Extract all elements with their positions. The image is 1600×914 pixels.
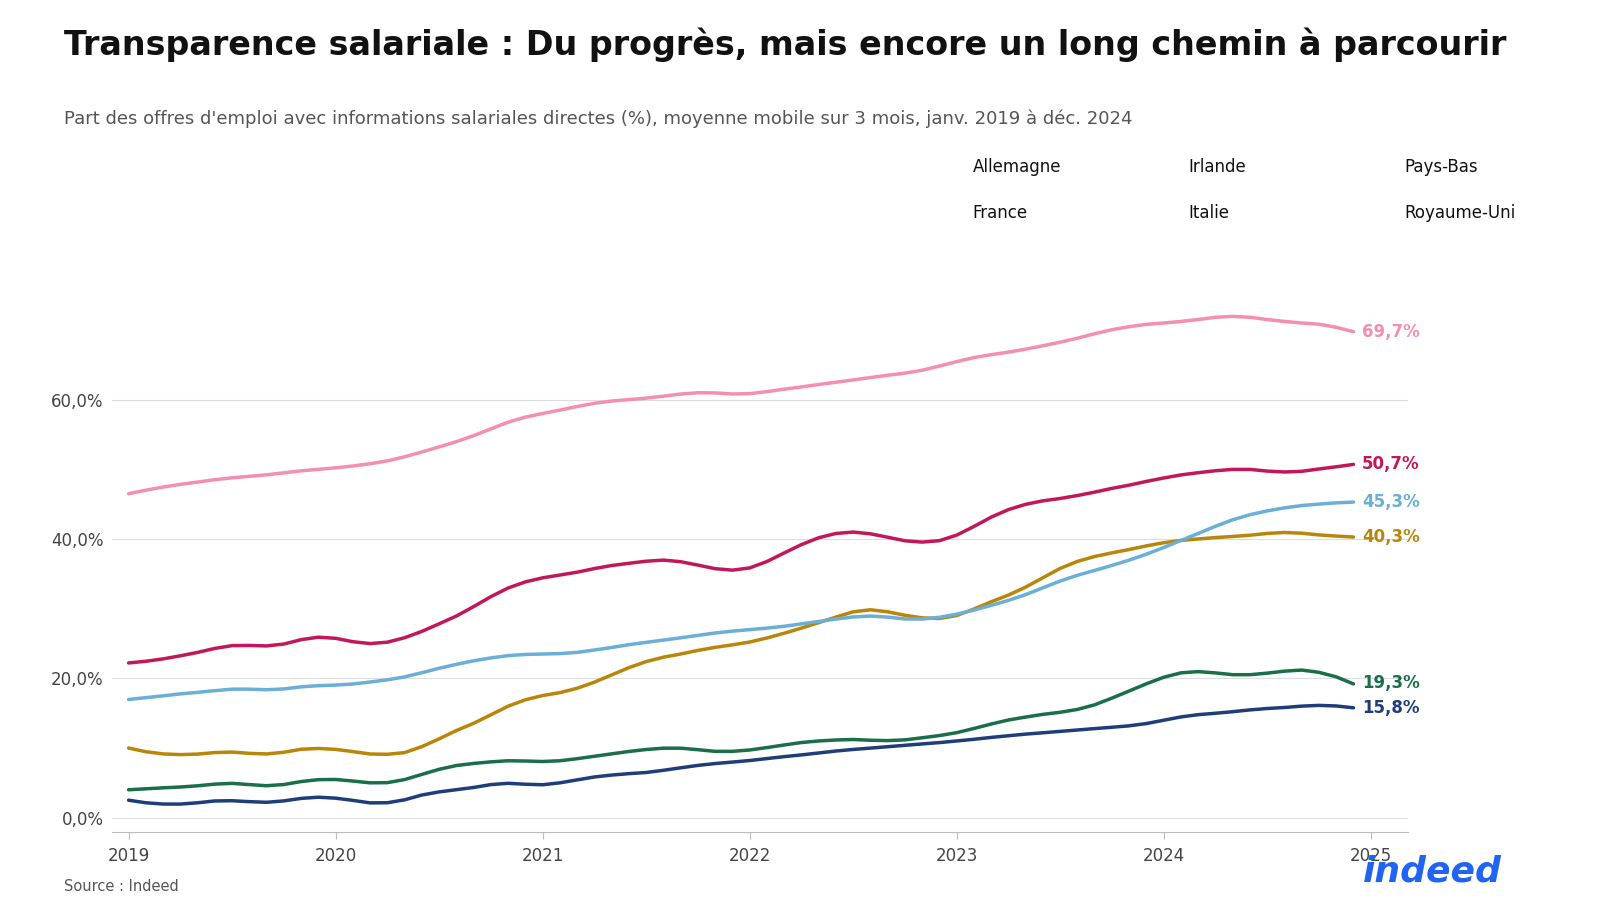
- Text: Italie: Italie: [1189, 204, 1230, 222]
- Text: Source : Indeed: Source : Indeed: [64, 879, 179, 894]
- Text: indeed: indeed: [1363, 855, 1501, 888]
- Text: Pays-Bas: Pays-Bas: [1405, 158, 1478, 176]
- Text: Irlande: Irlande: [1189, 158, 1246, 176]
- Text: France: France: [973, 204, 1027, 222]
- Text: 15,8%: 15,8%: [1362, 698, 1419, 717]
- Text: 69,7%: 69,7%: [1362, 323, 1419, 341]
- Text: 19,3%: 19,3%: [1362, 675, 1419, 692]
- Text: 40,3%: 40,3%: [1362, 528, 1419, 546]
- Text: Transparence salariale : Du progrès, mais encore un long chemin à parcourir: Transparence salariale : Du progrès, mai…: [64, 27, 1506, 62]
- Text: Part des offres d'emploi avec informations salariales directes (%), moyenne mobi: Part des offres d'emploi avec informatio…: [64, 110, 1133, 128]
- Text: Allemagne: Allemagne: [973, 158, 1061, 176]
- Text: 50,7%: 50,7%: [1362, 455, 1419, 473]
- Text: Royaume-Uni: Royaume-Uni: [1405, 204, 1517, 222]
- Text: 45,3%: 45,3%: [1362, 493, 1419, 511]
